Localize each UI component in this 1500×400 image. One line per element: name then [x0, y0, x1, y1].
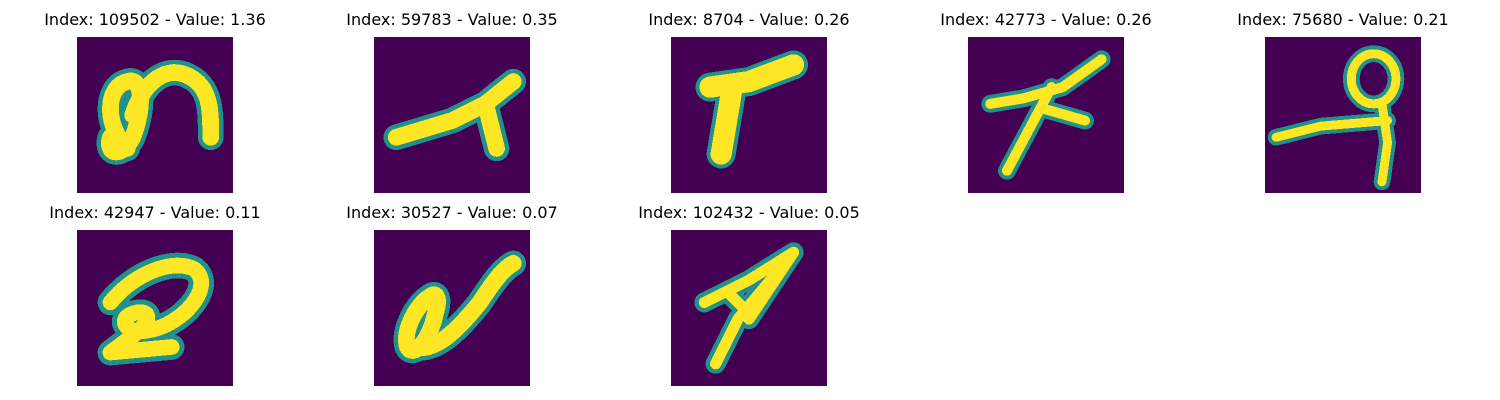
image-panel: Index: 59783 - Value: 0.35 — [302, 10, 602, 195]
glyph-image — [1265, 37, 1421, 193]
glyph-image — [77, 230, 233, 386]
glyph-stroke — [1346, 49, 1401, 109]
image-panel: Index: 42947 - Value: 0.11 — [5, 203, 305, 388]
glyph-stroke — [1271, 116, 1393, 142]
glyph-stroke — [124, 64, 220, 146]
image-panel: Index: 109502 - Value: 1.36 — [5, 10, 305, 195]
glyph-stroke — [1040, 104, 1091, 126]
glyph-stroke — [1377, 99, 1393, 187]
panel-title: Index: 75680 - Value: 0.21 — [1237, 10, 1449, 29]
panel-title: Index: 102432 - Value: 0.05 — [638, 203, 860, 222]
glyph-stroke — [710, 76, 743, 165]
image-panel: Index: 102432 - Value: 0.05 — [599, 203, 899, 388]
image-panel: Index: 30527 - Value: 0.07 — [302, 203, 602, 388]
glyph-stroke — [387, 73, 522, 146]
glyph-image — [671, 230, 827, 386]
panel-title: Index: 42947 - Value: 0.11 — [49, 203, 261, 222]
glyph-stroke — [1001, 82, 1057, 176]
glyph-stroke — [721, 285, 749, 314]
panel-title: Index: 59783 - Value: 0.35 — [346, 10, 558, 29]
panel-title: Index: 42773 - Value: 0.26 — [940, 10, 1152, 29]
glyph-stroke — [102, 257, 209, 361]
image-panel: Index: 75680 - Value: 0.21 — [1193, 10, 1493, 195]
glyph-stroke — [404, 255, 522, 357]
glyph-image — [374, 37, 530, 193]
glyph-image — [77, 37, 233, 193]
glyph-image — [968, 37, 1124, 193]
glyph-image — [374, 230, 530, 386]
glyph-image — [671, 37, 827, 193]
image-panel: Index: 42773 - Value: 0.26 — [896, 10, 1196, 195]
panel-title: Index: 8704 - Value: 0.26 — [648, 10, 850, 29]
glyph-stroke — [710, 246, 800, 370]
image-panel: Index: 8704 - Value: 0.26 — [599, 10, 899, 195]
panel-title: Index: 109502 - Value: 1.36 — [44, 10, 266, 29]
panel-title: Index: 30527 - Value: 0.07 — [346, 203, 558, 222]
glyph-stroke — [477, 95, 505, 157]
